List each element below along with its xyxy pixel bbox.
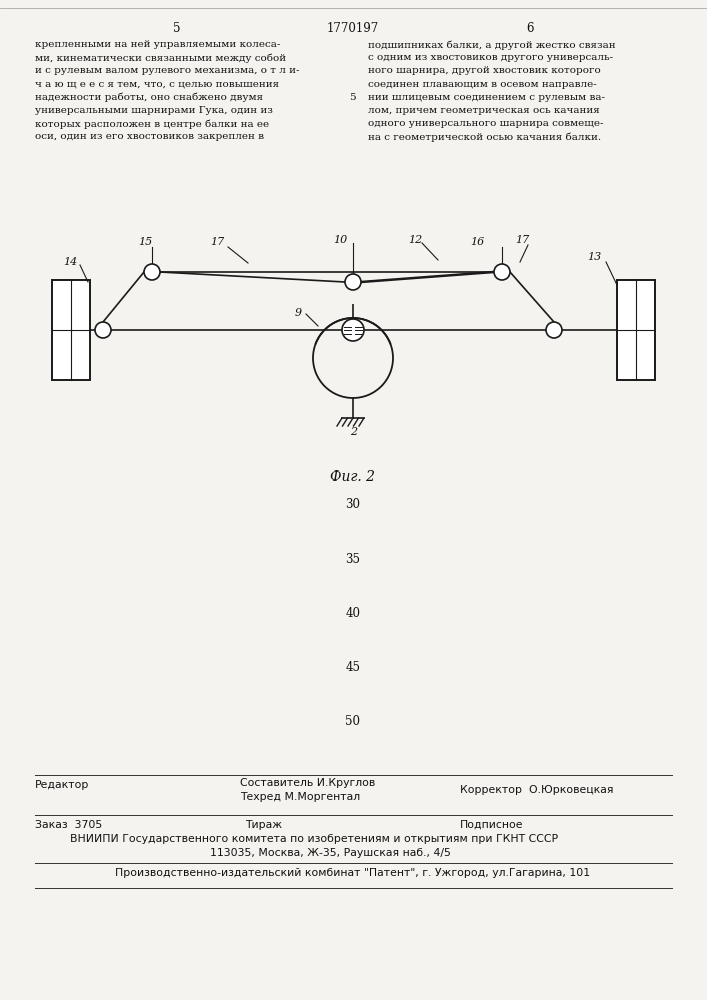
Text: ми, кинематически связанными между собой: ми, кинематически связанными между собой: [35, 53, 286, 63]
Circle shape: [345, 274, 361, 290]
Text: 5: 5: [349, 93, 356, 102]
Text: 9: 9: [295, 308, 302, 318]
Text: Подписное: Подписное: [460, 820, 523, 830]
Text: Редактор: Редактор: [35, 780, 89, 790]
Text: Корректор  О.Юрковецкая: Корректор О.Юрковецкая: [460, 785, 614, 795]
Text: и с рулевым валом рулевого механизма, о т л и-: и с рулевым валом рулевого механизма, о …: [35, 66, 300, 75]
Text: Техред М.Моргентал: Техред М.Моргентал: [240, 792, 360, 802]
Text: соединен плавающим в осевом направле-: соединен плавающим в осевом направле-: [368, 80, 597, 89]
Text: 35: 35: [346, 553, 361, 566]
Text: Заказ  3705: Заказ 3705: [35, 820, 103, 830]
Text: одного универсального шарнира совмеще-: одного универсального шарнира совмеще-: [368, 119, 604, 128]
Text: надежности работы, оно снабжено двумя: надежности работы, оно снабжено двумя: [35, 93, 263, 102]
Bar: [617, 280, 655, 380]
Text: Составитель И.Круглов: Составитель И.Круглов: [240, 778, 375, 788]
Text: универсальными шарнирами Гука, один из: универсальными шарнирами Гука, один из: [35, 106, 273, 115]
Text: ного шарнира, другой хвостовик которого: ного шарнира, другой хвостовик которого: [368, 66, 601, 75]
Text: на с геометрической осью качания балки.: на с геометрической осью качания балки.: [368, 132, 601, 142]
Text: Производственно-издательский комбинат "Патент", г. Ужгород, ул.Гагарина, 101: Производственно-издательский комбинат "П…: [115, 868, 590, 878]
Text: которых расположен в центре балки на ее: которых расположен в центре балки на ее: [35, 119, 269, 129]
Text: Тираж: Тираж: [245, 820, 282, 830]
Text: 113035, Москва, Ж-35, Раушская наб., 4/5: 113035, Москва, Ж-35, Раушская наб., 4/5: [210, 848, 451, 858]
Bar: [52, 280, 90, 380]
Text: 1770197: 1770197: [327, 22, 379, 35]
Text: лом, причем геометрическая ось качания: лом, причем геометрическая ось качания: [368, 106, 600, 115]
Text: 10: 10: [333, 235, 347, 245]
Text: 40: 40: [346, 607, 361, 620]
Text: Фиг. 2: Фиг. 2: [330, 470, 375, 484]
Text: 17: 17: [210, 237, 224, 247]
Text: 2: 2: [350, 427, 357, 437]
Circle shape: [342, 319, 364, 341]
Text: 17: 17: [515, 235, 530, 245]
Text: 16: 16: [470, 237, 484, 247]
Text: с одним из хвостовиков другого универсаль-: с одним из хвостовиков другого универсал…: [368, 53, 613, 62]
Circle shape: [95, 322, 111, 338]
Text: 30: 30: [346, 498, 361, 511]
Circle shape: [546, 322, 562, 338]
Text: ч а ю щ е е с я тем, что, с целью повышения: ч а ю щ е е с я тем, что, с целью повыше…: [35, 80, 279, 89]
Text: оси, один из его хвостовиков закреплен в: оси, один из его хвостовиков закреплен в: [35, 132, 264, 141]
Text: 5: 5: [173, 22, 181, 35]
Text: 50: 50: [346, 715, 361, 728]
Text: ВНИИПИ Государственного комитета по изобретениям и открытиям при ГКНТ СССР: ВНИИПИ Государственного комитета по изоб…: [70, 834, 558, 844]
Text: 13: 13: [587, 252, 601, 262]
Circle shape: [494, 264, 510, 280]
Text: 15: 15: [138, 237, 152, 247]
Text: крепленными на ней управляемыми колеса-: крепленными на ней управляемыми колеса-: [35, 40, 281, 49]
Text: подшипниках балки, а другой жестко связан: подшипниках балки, а другой жестко связа…: [368, 40, 616, 49]
Text: 45: 45: [346, 661, 361, 674]
Text: нии шлицевым соединением с рулевым ва-: нии шлицевым соединением с рулевым ва-: [368, 93, 605, 102]
Text: 12: 12: [408, 235, 422, 245]
Text: 6: 6: [526, 22, 534, 35]
Text: 14: 14: [63, 257, 77, 267]
Circle shape: [144, 264, 160, 280]
Bar: [311, 288, 395, 304]
